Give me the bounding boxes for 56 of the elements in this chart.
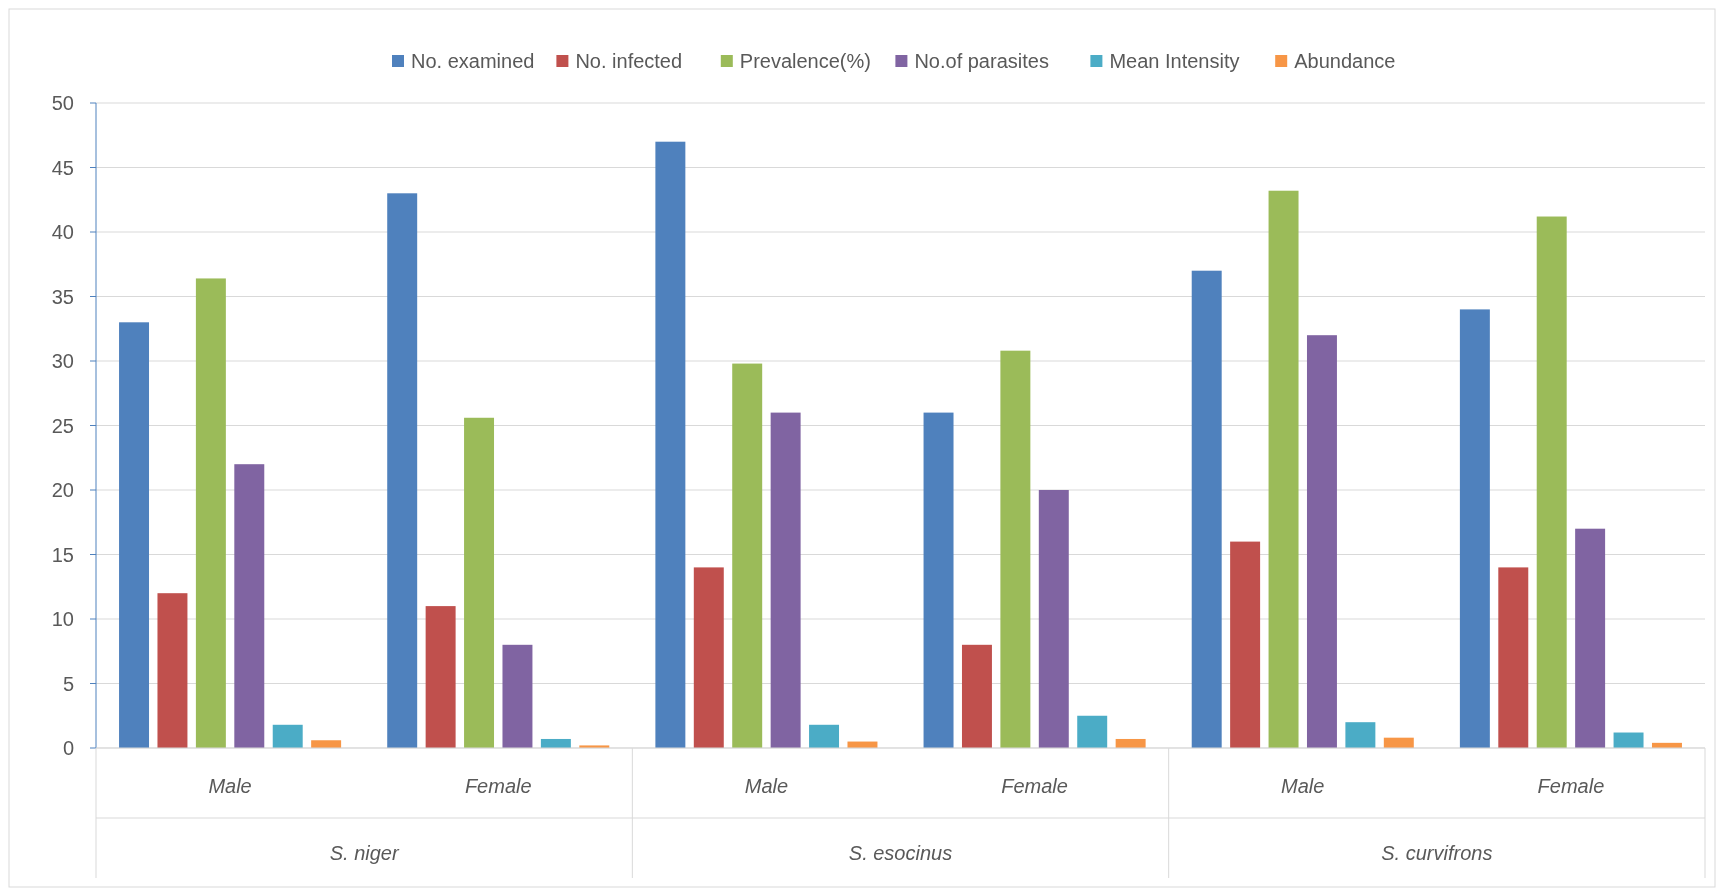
text: S. esocinus [848, 842, 953, 864]
legend-label: No. examined [411, 50, 535, 72]
bar [119, 322, 150, 748]
y-tick-label: 0 [62, 737, 74, 759]
x-tick-label: Female [1537, 775, 1605, 797]
bar [387, 193, 418, 748]
y-tick-label: 45 [51, 156, 74, 179]
bar [1191, 270, 1222, 748]
x-tick-label: Male [1281, 775, 1325, 797]
bar [1306, 335, 1337, 748]
x-tick-label: Female [1001, 775, 1068, 797]
y-tick-label: 15 [51, 543, 74, 566]
y-tick-label: 35 [51, 285, 74, 308]
bar [809, 724, 840, 748]
legend-label: Mean Intensity [1109, 50, 1240, 72]
y-tick-label: 25 [51, 414, 74, 437]
legend-label: Abundance [1294, 50, 1396, 72]
bar [1077, 715, 1108, 748]
y-tick-label: 50 [51, 92, 74, 114]
bar [1268, 190, 1299, 748]
bar [272, 724, 303, 748]
bar [770, 412, 801, 748]
y-tick-label: 20 [51, 479, 74, 501]
bar [234, 464, 265, 748]
legend-label: No.of parasites [914, 50, 1049, 72]
bar [1000, 350, 1031, 748]
bar [1575, 528, 1606, 748]
bar [1498, 567, 1529, 748]
x-tick-label: Female [464, 775, 532, 797]
legend-label: Prevalence(%) [739, 50, 871, 72]
bar [1345, 722, 1376, 748]
x-tick-label: Male [208, 775, 252, 797]
bar [693, 567, 724, 748]
x-tick-label: Male [744, 775, 789, 797]
text: S. niger [329, 842, 400, 864]
bar [502, 644, 533, 748]
bar [1536, 216, 1567, 748]
y-tick-label: 10 [51, 608, 74, 630]
bar [425, 606, 456, 748]
legend-label: No. infected [575, 50, 683, 72]
bar [1230, 541, 1261, 748]
bar [1459, 309, 1490, 748]
bar [1613, 732, 1644, 748]
y-tick-label: 5 [62, 672, 74, 695]
bar [1038, 490, 1069, 748]
bar [961, 644, 992, 748]
y-tick-label: 30 [51, 350, 74, 372]
bar [732, 363, 763, 748]
text: S. curvifrons [1381, 842, 1493, 864]
bar [464, 417, 495, 748]
y-tick-label: 40 [51, 221, 74, 243]
bar [923, 412, 954, 748]
bar [157, 593, 188, 748]
bar [655, 141, 686, 748]
bar [195, 278, 226, 748]
bar [311, 740, 342, 748]
